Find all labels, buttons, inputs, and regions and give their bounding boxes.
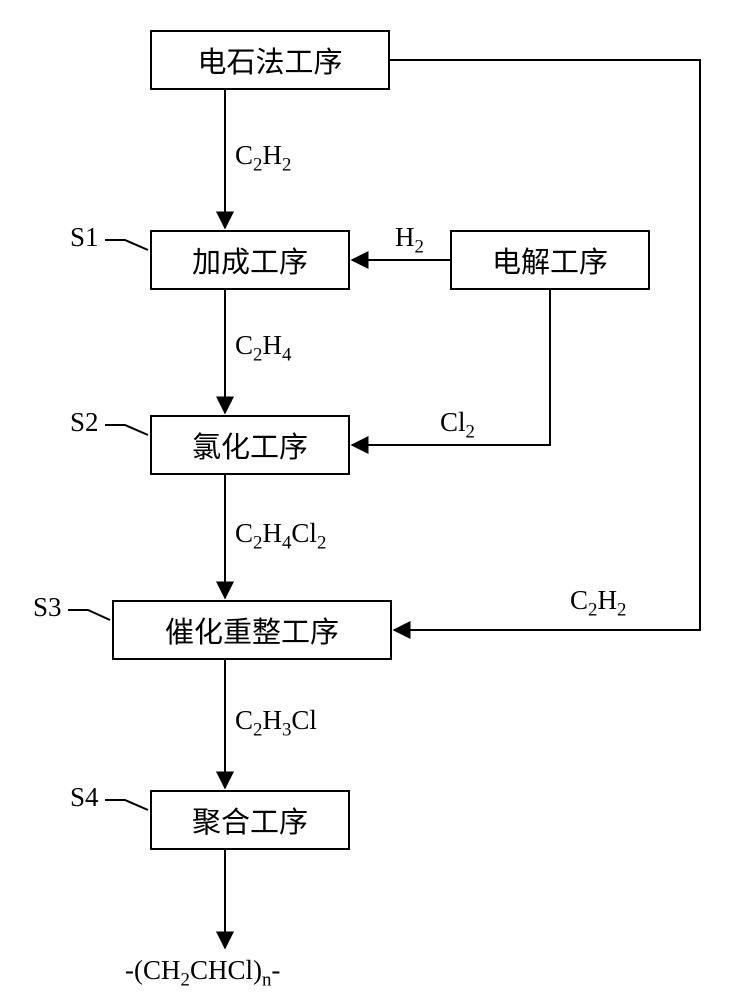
- step-label-s1: S1: [70, 222, 99, 253]
- node-polymer-label: 聚合工序: [192, 799, 308, 841]
- edge-label-c2h2-right: C2H2: [570, 585, 626, 621]
- node-carbide: 电石法工序: [150, 30, 390, 90]
- step-s1-text: S1: [70, 222, 99, 252]
- node-chlorination-label: 氯化工序: [192, 424, 308, 466]
- flow-lines: [0, 0, 738, 1000]
- edge-label-cl2: Cl2: [440, 407, 475, 443]
- step-s2-text: S2: [70, 407, 99, 437]
- edge-label-c2h3cl: C2H3Cl: [235, 705, 317, 741]
- edge-label-h2: H2: [395, 222, 424, 258]
- node-addition-label: 加成工序: [192, 239, 308, 281]
- node-reforming-label: 催化重整工序: [165, 609, 339, 651]
- step-label-s4: S4: [70, 782, 99, 813]
- node-polymer: 聚合工序: [150, 790, 350, 850]
- step-label-s3: S3: [33, 592, 62, 623]
- node-carbide-label: 电石法工序: [197, 39, 342, 81]
- step-label-s2: S2: [70, 407, 99, 438]
- step-s3-text: S3: [33, 592, 62, 622]
- node-electrolysis: 电解工序: [450, 230, 650, 290]
- node-addition: 加成工序: [150, 230, 350, 290]
- step-s4-text: S4: [70, 782, 99, 812]
- node-electrolysis-label: 电解工序: [492, 239, 608, 281]
- output-product-label: -(CH2CHCl)n-: [125, 955, 280, 991]
- node-chlorination: 氯化工序: [150, 415, 350, 475]
- edge-label-c2h2-top: C2H2: [235, 140, 291, 176]
- edge-label-c2h4: C2H4: [235, 330, 291, 366]
- node-reforming: 催化重整工序: [112, 600, 392, 660]
- edge-label-c2h4cl2: C2H4Cl2: [235, 518, 326, 554]
